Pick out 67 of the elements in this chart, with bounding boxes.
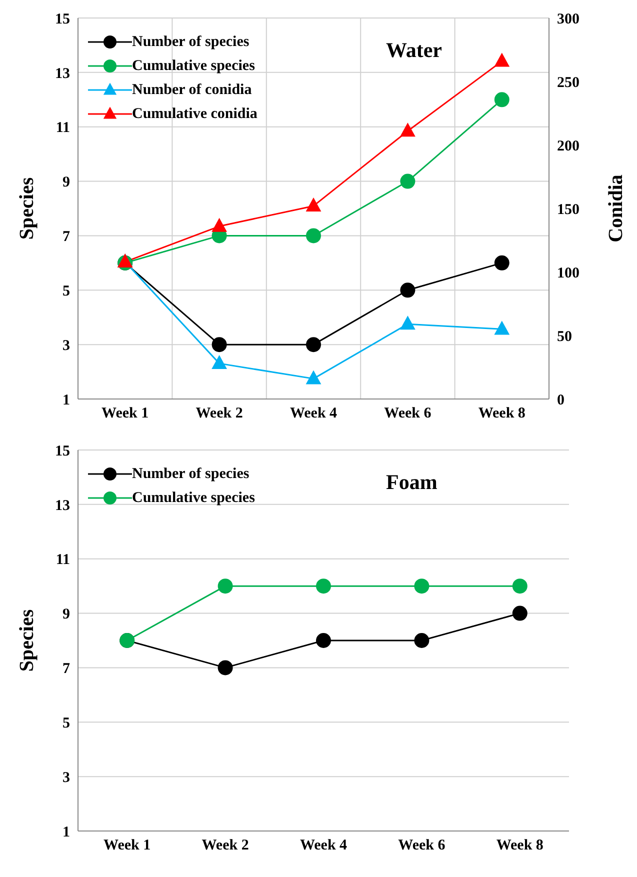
- point: [218, 660, 233, 676]
- point: [306, 198, 322, 212]
- y2-tick-label: 150: [557, 202, 580, 218]
- y-tick-label: 5: [62, 715, 70, 732]
- y2-tick-label: 100: [557, 265, 580, 282]
- y2-tick-label: 250: [557, 74, 580, 91]
- y-tick-label: 15: [55, 11, 70, 28]
- x-tick-label: Week 1: [104, 838, 151, 854]
- legend-label: Number of species: [132, 466, 250, 482]
- text: Water: [386, 38, 442, 63]
- y2-tick-label: 50: [557, 328, 572, 345]
- y2-tick-label: 300: [557, 11, 580, 28]
- legend-label: Number of species: [132, 34, 250, 50]
- y-tick-label: 7: [62, 229, 70, 246]
- y-tick-label: 9: [62, 174, 70, 191]
- y2-tick-label: 200: [557, 138, 580, 154]
- y-axis-title: Species: [16, 177, 38, 240]
- y-tick-label: 5: [62, 283, 70, 300]
- point: [494, 320, 510, 335]
- y2-tick-label: 0: [557, 392, 564, 408]
- point: [316, 578, 331, 594]
- y-tick-label: 7: [62, 661, 70, 678]
- point: [212, 355, 227, 370]
- y-tick-label: 13: [55, 66, 70, 82]
- point: [400, 282, 416, 298]
- x-tick-label: Week 4: [290, 406, 338, 422]
- x-tick-label: Week 6: [398, 838, 446, 854]
- x-tick-label: Week 2: [202, 838, 249, 854]
- x-tick-label: Week 8: [496, 838, 544, 854]
- y-tick-label: 3: [62, 338, 70, 354]
- point: [414, 578, 430, 594]
- y-tick-label: 15: [55, 443, 70, 460]
- point: [306, 370, 322, 384]
- point: [494, 52, 510, 67]
- point: [400, 174, 416, 189]
- point: [400, 316, 416, 330]
- x-tick-label: Week 1: [102, 406, 149, 422]
- y2-axis-title: Conidia: [605, 174, 628, 242]
- legend-label: Number of conidia: [132, 82, 252, 98]
- legend-label: Cumulative conidia: [132, 106, 258, 122]
- y-tick-label: 9: [62, 606, 70, 623]
- point: [316, 633, 331, 648]
- legend-label: Cumulative species: [132, 58, 255, 74]
- y-tick-label: 3: [62, 770, 70, 786]
- y-tick-label: 11: [56, 552, 70, 568]
- point: [400, 122, 416, 137]
- point: [306, 228, 321, 244]
- y-tick-label: 1: [62, 392, 70, 408]
- point: [306, 337, 321, 352]
- point: [414, 633, 430, 648]
- point: [494, 255, 510, 270]
- x-tick-label: Week 2: [196, 406, 243, 422]
- point: [512, 578, 528, 594]
- point: [494, 92, 510, 108]
- point: [218, 578, 233, 594]
- point: [212, 218, 227, 232]
- point: [512, 606, 528, 621]
- y-tick-label: 13: [55, 498, 70, 514]
- y-tick-label: 11: [56, 120, 70, 136]
- x-tick-label: Week 6: [384, 406, 432, 422]
- x-tick-label: Week 4: [300, 838, 348, 854]
- text: Foam: [386, 470, 438, 495]
- y-axis-title: Species: [16, 609, 38, 672]
- x-tick-label: Week 8: [478, 406, 526, 422]
- y-tick-label: 1: [62, 824, 70, 840]
- legend-label: Cumulative species: [132, 490, 255, 506]
- point: [212, 337, 227, 352]
